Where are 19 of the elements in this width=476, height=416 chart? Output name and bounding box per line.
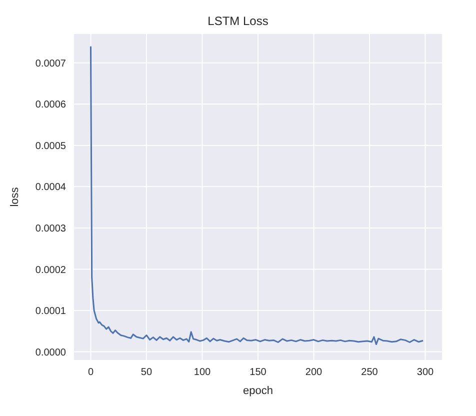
- x-tick-label: 250: [361, 367, 378, 378]
- x-tick-label: 200: [305, 367, 323, 378]
- y-axis-title: loss: [8, 186, 21, 207]
- x-tick-label: 150: [250, 367, 267, 378]
- y-tick-label: 0.0004: [35, 182, 66, 194]
- y-tick-label: 0.0000: [35, 347, 66, 358]
- x-tick-label: 50: [140, 367, 152, 378]
- y-tick-label: 0.0001: [35, 306, 66, 318]
- x-tick-label: 100: [194, 367, 212, 378]
- y-tick-label: 0.0007: [35, 58, 66, 70]
- y-tick-label: 0.0005: [35, 140, 66, 152]
- x-tick-label: 300: [416, 367, 434, 378]
- y-tick-label: 0.0002: [35, 264, 66, 276]
- y-tick-label: 0.0006: [35, 100, 66, 111]
- x-axis-title: epoch: [243, 385, 273, 397]
- line-series: [90, 46, 424, 346]
- y-tick-label: 0.0003: [35, 224, 66, 234]
- x-tick-label: 0: [88, 367, 94, 378]
- chart-title: LSTM Loss: [206, 13, 270, 30]
